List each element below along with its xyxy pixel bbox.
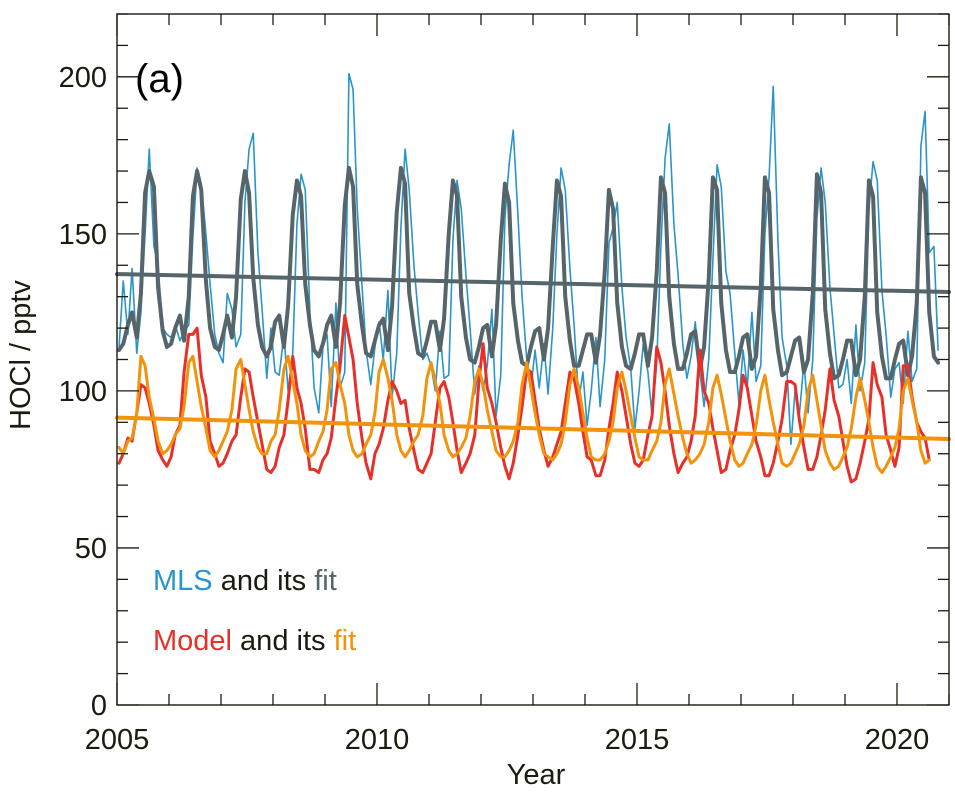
tick-labels: 2005 2010 2015 2020 0 50 100 150 200 bbox=[59, 62, 930, 756]
legend-text-part: Model bbox=[153, 625, 232, 657]
legend-entry: Model and its fit bbox=[153, 625, 356, 657]
legend-text-part: MLS bbox=[153, 565, 213, 597]
plot-frame bbox=[116, 13, 950, 706]
series-line-model bbox=[117, 314, 931, 484]
series-line-model-fit bbox=[117, 354, 931, 475]
x-tick-label: 2005 bbox=[85, 724, 150, 756]
series-layer bbox=[115, 72, 951, 484]
panel-label: (a) bbox=[135, 57, 184, 101]
y-tick-label: 0 bbox=[91, 690, 107, 722]
legend-entry: MLS and its fit bbox=[153, 565, 337, 597]
series-line-mls-fit bbox=[117, 165, 941, 381]
legend-text-part: and its bbox=[232, 625, 334, 657]
y-tick-label: 200 bbox=[59, 62, 107, 94]
y-axis-title: HOCl / pptv bbox=[5, 280, 37, 430]
y-tick-label: 100 bbox=[59, 376, 107, 408]
y-tick-label: 50 bbox=[75, 533, 107, 565]
y-tick-label: 150 bbox=[59, 219, 107, 251]
series-line-model-fit-trend bbox=[115, 415, 951, 441]
x-tick-label: 2010 bbox=[345, 724, 410, 756]
legend-text-part: and its bbox=[213, 565, 315, 597]
series-line-mls-fit-trend bbox=[115, 272, 951, 294]
x-axis-title: Year bbox=[507, 759, 566, 791]
x-tick-label: 2020 bbox=[865, 724, 930, 756]
legend-text-part: fit bbox=[334, 625, 357, 657]
x-tick-label: 2015 bbox=[605, 724, 670, 756]
legend-text-part: fit bbox=[314, 565, 337, 597]
